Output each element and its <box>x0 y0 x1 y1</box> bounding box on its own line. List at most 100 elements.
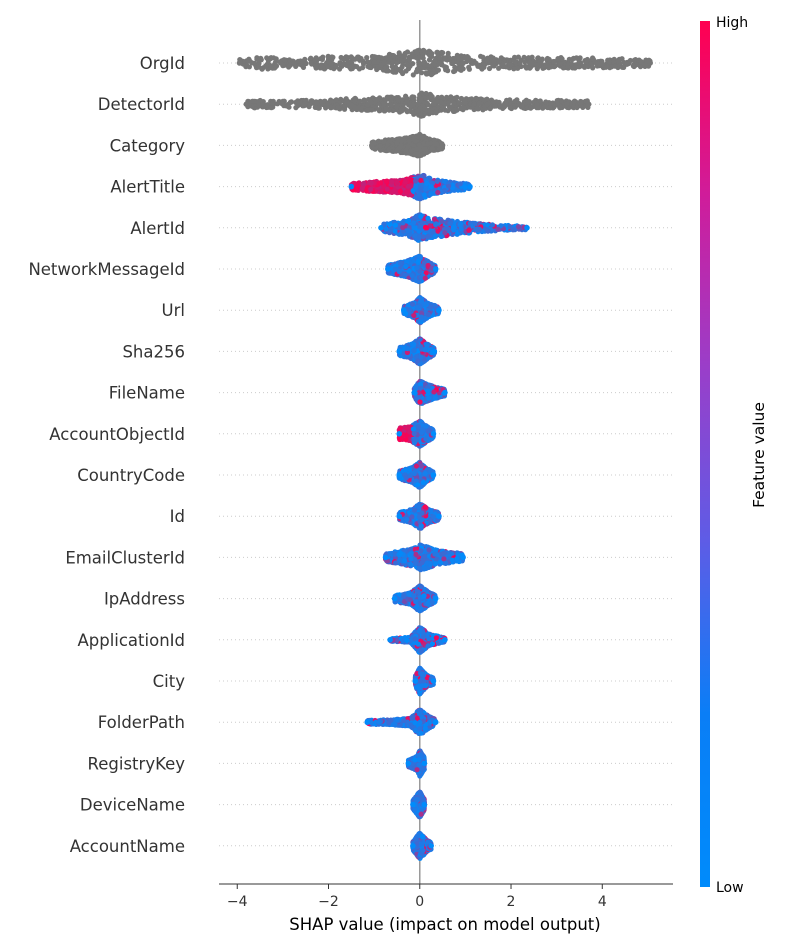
shap-point <box>410 301 416 307</box>
shap-point <box>389 64 395 70</box>
shap-point <box>462 99 468 105</box>
shap-point <box>394 104 400 110</box>
shap-point <box>291 60 298 66</box>
shap-point <box>585 101 592 107</box>
shap-point <box>637 64 644 70</box>
shap-point <box>539 56 545 62</box>
shap-point <box>359 185 365 191</box>
shap-point <box>394 179 400 185</box>
shap-point <box>423 70 429 76</box>
shap-point <box>507 62 513 68</box>
shap-point <box>245 58 252 64</box>
shap-point <box>433 108 439 115</box>
shap-point <box>442 56 448 62</box>
shap-point <box>457 181 463 187</box>
shap-point <box>428 184 434 190</box>
shap-point <box>256 102 262 108</box>
shap-point <box>376 54 382 60</box>
shap-point <box>386 56 393 62</box>
shap-point <box>268 55 274 61</box>
shap-point <box>333 63 339 69</box>
shap-point <box>612 63 618 69</box>
shap-point <box>393 148 399 154</box>
shap-point <box>372 98 378 104</box>
shap-point <box>365 96 372 103</box>
shap-point <box>432 233 438 239</box>
shap-point <box>376 108 382 114</box>
shap-point <box>477 62 483 69</box>
shap-point <box>286 63 292 69</box>
shap-point <box>274 101 281 107</box>
shap-point <box>388 226 394 232</box>
shap-point <box>421 192 427 198</box>
shap-point <box>410 54 416 60</box>
shap-point <box>476 100 482 106</box>
shap-point <box>454 107 460 113</box>
shap-point <box>462 55 468 61</box>
feature-swarm <box>385 253 439 285</box>
shap-point <box>548 64 554 70</box>
shap-point <box>397 260 403 266</box>
shap-point <box>439 142 446 149</box>
shap-point <box>357 57 363 63</box>
shap-point <box>389 179 395 185</box>
shap-point <box>381 101 387 108</box>
shap-point <box>526 55 532 61</box>
shap-point <box>400 220 406 226</box>
shap-point <box>425 141 431 147</box>
shap-point <box>605 57 611 63</box>
shap-point <box>364 107 370 113</box>
shap-point <box>583 59 589 65</box>
shap-point <box>576 60 582 66</box>
shap-point <box>423 186 429 192</box>
shap-point <box>393 69 399 75</box>
shap-point <box>425 233 431 240</box>
shap-point <box>268 105 274 111</box>
feature-swarm <box>236 47 653 78</box>
shap-point <box>404 98 410 104</box>
shap-point <box>485 222 491 228</box>
shap-point <box>458 226 464 232</box>
shap-point <box>383 178 389 184</box>
shap-point <box>249 98 255 104</box>
shap-point <box>460 60 466 66</box>
shap-point <box>560 65 567 71</box>
shap-point <box>281 57 287 63</box>
shap-point <box>507 105 513 111</box>
shap-point <box>288 99 294 105</box>
shap-point <box>418 213 424 219</box>
shap-point <box>521 54 527 60</box>
shap-point <box>318 56 324 62</box>
shap-point <box>438 99 444 105</box>
shap-point <box>603 64 609 70</box>
shap-point <box>256 64 262 70</box>
shap-point <box>423 90 429 97</box>
shap-point <box>437 55 443 61</box>
shap-point <box>301 101 308 107</box>
shap-point <box>442 187 448 194</box>
shap-point <box>490 99 496 105</box>
shap-point <box>425 215 431 221</box>
shap-point <box>457 221 463 227</box>
shap-point <box>410 102 416 108</box>
shap-point <box>377 180 384 186</box>
shap-point <box>300 64 307 70</box>
shap-point <box>371 54 378 60</box>
shap-point <box>432 58 438 64</box>
shap-point <box>523 65 530 71</box>
shap-point <box>387 138 393 144</box>
shap-point <box>384 94 390 100</box>
shap-point <box>466 64 472 70</box>
shap-point <box>316 105 322 111</box>
shap-point <box>454 94 460 100</box>
shap-point <box>312 99 318 105</box>
shap-point <box>418 96 424 103</box>
shap-point <box>590 56 597 63</box>
shap-point <box>451 59 457 65</box>
shap-point <box>246 64 252 70</box>
shap-point <box>371 59 377 65</box>
shap-point <box>400 106 406 112</box>
shap-point <box>335 104 341 111</box>
shap-point <box>392 222 399 228</box>
shap-point <box>404 62 410 68</box>
